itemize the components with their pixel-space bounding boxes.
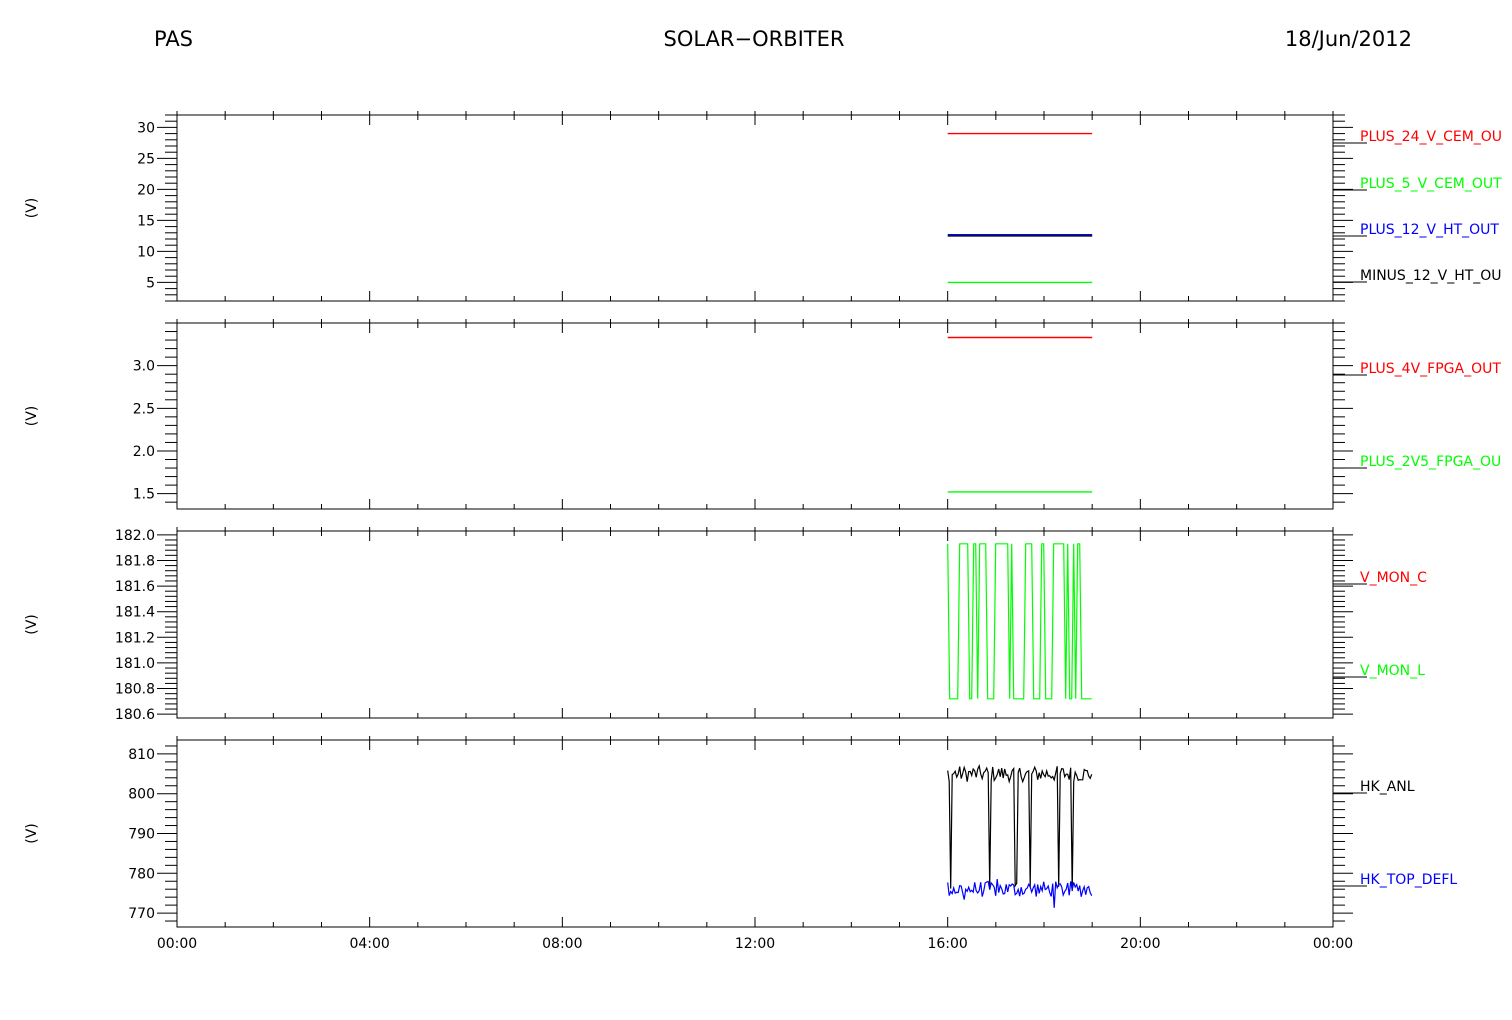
y-axis-label: (V) bbox=[24, 823, 40, 844]
legend-plus_12_v_ht_out: PLUS_12_V_HT_OUT bbox=[1360, 222, 1499, 238]
x-tick-label: 16:00 bbox=[927, 936, 967, 952]
y-tick-label: 180.6 bbox=[115, 707, 155, 723]
legend-v_mon_l: V_MON_L bbox=[1360, 663, 1425, 679]
chart-panels: 5 10 15 20 25 30 (V) PLUS_24_V_CEM_OU PLUS_5_V_C… bbox=[24, 111, 1502, 952]
y-tick-label: 15 bbox=[137, 213, 155, 229]
legend-plus_24_v_cem_ou: PLUS_24_V_CEM_OU bbox=[1360, 129, 1502, 145]
legend-plus_4v_fpga_out: PLUS_4V_FPGA_OUT bbox=[1360, 361, 1501, 377]
y-tick-label: 780 bbox=[128, 866, 155, 882]
header-instrument: PAS bbox=[154, 27, 193, 51]
y-tick-label: 790 bbox=[128, 827, 155, 843]
panel-3: 180.6 180.8 181.0 181.2 181.4 181.6 181.8 182.0… bbox=[24, 527, 1427, 723]
y-tick-label: 25 bbox=[137, 151, 155, 167]
y-tick-label: 182.0 bbox=[115, 528, 155, 544]
y-tick-label: 770 bbox=[128, 906, 155, 922]
series-hk_anl bbox=[947, 763, 1093, 892]
y-tick-label: 3.0 bbox=[133, 359, 155, 375]
y-tick-label: 180.8 bbox=[115, 682, 155, 698]
y-axis-label: (V) bbox=[24, 198, 40, 219]
legend-plus_5_v_cem_out: PLUS_5_V_CEM_OUT bbox=[1360, 176, 1502, 192]
y-tick-label: 181.4 bbox=[115, 605, 155, 621]
x-tick-label: 00:00 bbox=[157, 936, 197, 952]
legend-v_mon_c: V_MON_C bbox=[1360, 570, 1427, 586]
y-axis-label: (V) bbox=[24, 406, 40, 427]
panel-2: 1.5 2.0 2.5 3.0 (V) PLUS_4V_FPGA_OUT PLUS_2V5_… bbox=[24, 319, 1501, 510]
panel-1: 5 10 15 20 25 30 (V) PLUS_24_V_CEM_OU PLUS_5_V_C… bbox=[24, 111, 1502, 302]
y-tick-label: 810 bbox=[128, 747, 155, 763]
y-tick-label: 30 bbox=[137, 120, 155, 136]
y-tick-label: 181.8 bbox=[115, 553, 155, 569]
legend-plus_2v5_fpga_ou: PLUS_2V5_FPGA_OU bbox=[1360, 454, 1501, 470]
x-tick-label: 20:00 bbox=[1120, 936, 1160, 952]
panel-frame bbox=[176, 739, 1334, 928]
legend-minus_12_v_ht_ou: MINUS_12_V_HT_OU bbox=[1360, 268, 1502, 284]
series-v_mon_l bbox=[947, 543, 1092, 700]
panel-frame bbox=[176, 322, 1334, 510]
x-tick-label: 12:00 bbox=[735, 936, 775, 952]
y-tick-label: 800 bbox=[128, 787, 155, 803]
y-tick-label: 2.5 bbox=[133, 401, 155, 417]
x-tick-label: 08:00 bbox=[542, 936, 582, 952]
header-date: 18/Jun/2012 bbox=[1285, 27, 1412, 51]
series-hk_top_defl bbox=[947, 879, 1093, 908]
y-tick-label: 20 bbox=[137, 182, 155, 198]
legend-hk_top_defl: HK_TOP_DEFL bbox=[1360, 872, 1457, 888]
y-tick-label: 181.6 bbox=[115, 579, 155, 595]
y-tick-label: 181.2 bbox=[115, 630, 155, 646]
y-tick-label: 2.0 bbox=[133, 444, 155, 460]
panel-4: 770 780 790 800 810 (V) HK_ANL HK_TOP_DEFL bbox=[24, 736, 1457, 928]
y-tick-label: 1.5 bbox=[133, 487, 155, 503]
panel-frame bbox=[176, 530, 1334, 719]
panel-frame bbox=[176, 114, 1334, 302]
y-tick-label: 181.0 bbox=[115, 656, 155, 672]
x-tick-label: 00:00 bbox=[1313, 936, 1353, 952]
y-tick-label: 10 bbox=[137, 244, 155, 260]
x-tick-label: 04:00 bbox=[349, 936, 389, 952]
legend-hk_anl: HK_ANL bbox=[1360, 779, 1415, 795]
header-mission: SOLAR−ORBITER bbox=[663, 27, 844, 51]
y-tick-label: 5 bbox=[146, 275, 155, 291]
y-axis-label: (V) bbox=[24, 614, 40, 635]
